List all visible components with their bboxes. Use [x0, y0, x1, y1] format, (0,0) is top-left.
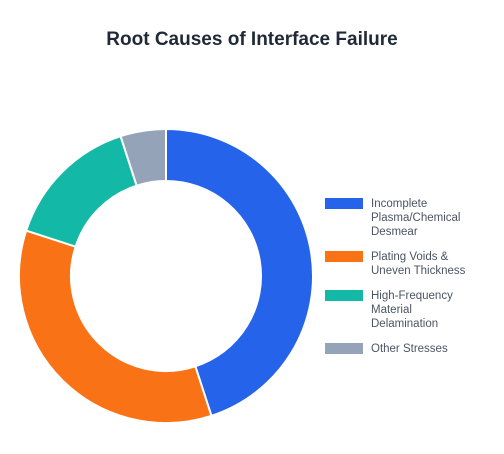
legend-label-line: Desmear — [371, 226, 418, 238]
slice-plating-voids-uneven-thickness[interactable] — [18, 229, 213, 424]
legend-swatch — [325, 251, 363, 262]
slice-high-frequency-material-delamination[interactable] — [24, 134, 138, 248]
slices-group — [18, 127, 314, 424]
legend-swatch — [325, 198, 363, 209]
legend-label-line: High-Frequency — [371, 290, 453, 302]
legend-swatch — [325, 343, 363, 354]
legend-item-other-stresses[interactable]: Other Stresses — [325, 343, 448, 355]
legend-label-line: Material — [371, 304, 412, 316]
legend: Incomplete Plasma/Chemical Desmear Plating … — [325, 198, 466, 355]
slice-other-stresses[interactable] — [119, 127, 167, 187]
legend-swatch — [325, 290, 363, 301]
legend-label-line: Incomplete — [371, 198, 427, 210]
legend-label-line: Delamination — [371, 318, 438, 330]
legend-item-high-frequency-material-delamination[interactable]: High-Frequency Material Delamination — [325, 290, 453, 330]
legend-label-line: Plating Voids & — [371, 251, 449, 263]
slice-incomplete-plasma-chemical-desmear[interactable] — [165, 127, 314, 418]
chart-title: Root Causes of Interface Failure — [106, 29, 398, 50]
legend-label-line: Plasma/Chemical — [371, 212, 460, 224]
legend-item-incomplete-plasma-chemical-desmear[interactable]: Incomplete Plasma/Chemical Desmear — [325, 198, 460, 238]
legend-item-plating-voids-uneven-thickness[interactable]: Plating Voids & Uneven Thickness — [325, 251, 466, 277]
legend-label-line: Uneven Thickness — [371, 265, 466, 277]
legend-label-line: Other Stresses — [371, 343, 448, 355]
